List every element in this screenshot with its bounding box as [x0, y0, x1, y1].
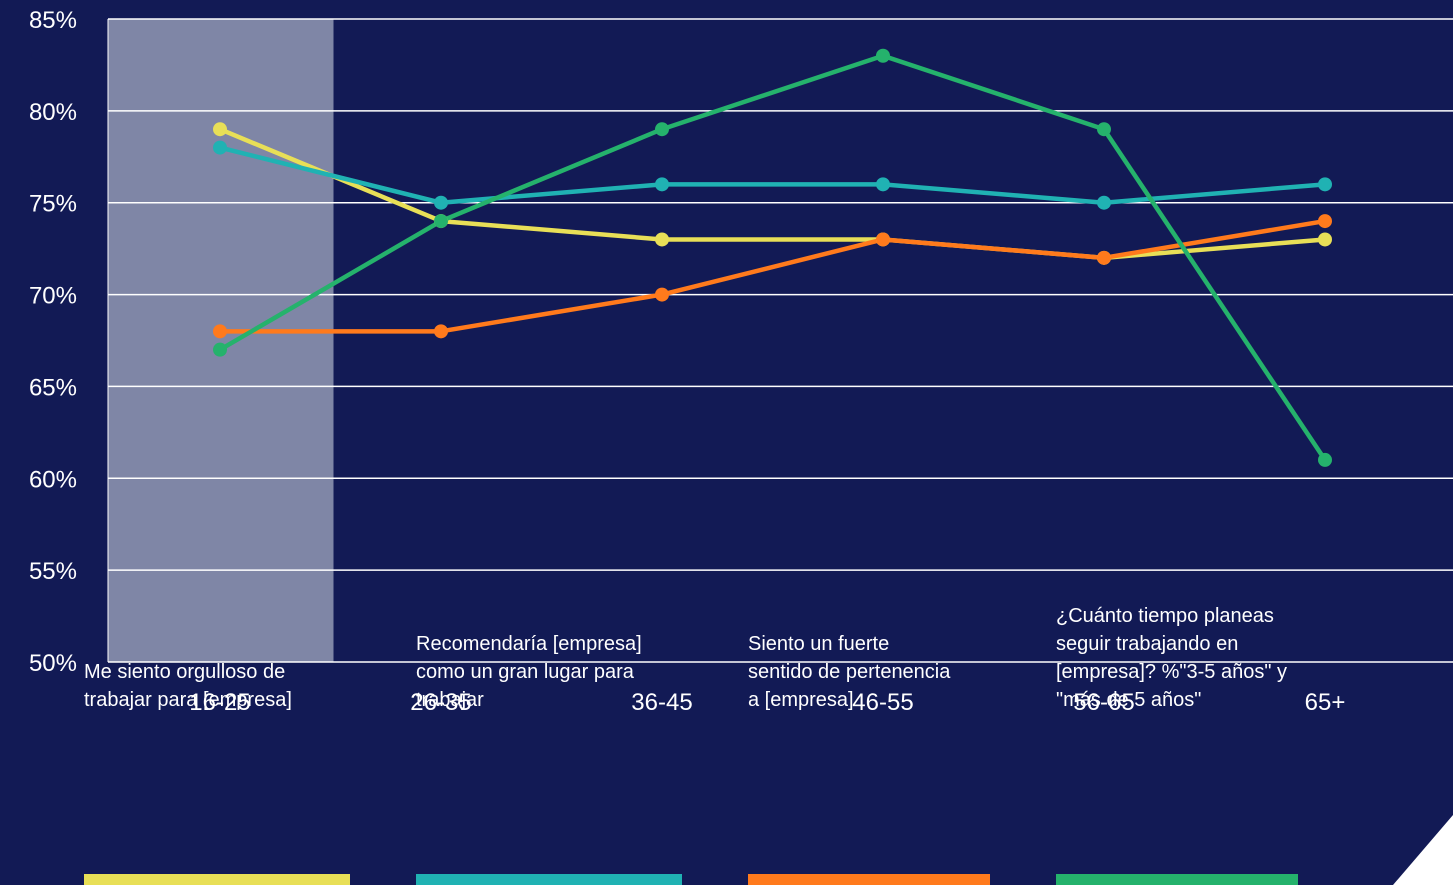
- data-point: [213, 342, 227, 357]
- x-tick-label: 65+: [1305, 689, 1346, 716]
- data-point: [655, 232, 669, 247]
- data-point: [876, 48, 890, 63]
- legend-label: Me siento orgulloso de trabajar para [em…: [84, 661, 292, 711]
- y-tick-label: 55%: [29, 558, 77, 585]
- data-point: [1318, 452, 1332, 467]
- data-point: [876, 232, 890, 247]
- data-point: [1318, 232, 1332, 247]
- series-line-1: [217, 145, 1328, 205]
- y-tick-label: 65%: [29, 374, 77, 401]
- y-tick-label: 70%: [29, 283, 77, 310]
- legend-swatch: [748, 874, 990, 885]
- series-line-2: [217, 218, 1328, 334]
- corner-decoration: [1393, 815, 1453, 885]
- highlight-band-16-25: [108, 19, 334, 662]
- data-point: [213, 122, 227, 137]
- data-point: [434, 195, 448, 210]
- data-point: [434, 214, 448, 229]
- data-point: [655, 287, 669, 302]
- data-point: [655, 177, 669, 192]
- data-point: [1097, 250, 1111, 265]
- y-tick-label: 75%: [29, 191, 77, 218]
- series-line-3: [217, 53, 1328, 463]
- data-point: [1097, 122, 1111, 137]
- x-axis: 16-25 26-35 36-45 46-55 56-65 65+: [189, 689, 1345, 716]
- series-lines: [217, 53, 1328, 463]
- legend-label: Siento un fuerte sentido de pertenencia …: [748, 633, 951, 711]
- y-tick-label: 80%: [29, 99, 77, 126]
- x-tick-label: 46-55: [852, 689, 913, 716]
- series-line-0: [217, 126, 1328, 261]
- data-point: [434, 324, 448, 339]
- data-point: [876, 177, 890, 192]
- x-tick-label: 16-25: [189, 689, 250, 716]
- y-tick-label: 50%: [29, 650, 77, 677]
- x-tick-label: 56-65: [1073, 689, 1134, 716]
- data-point: [655, 122, 669, 137]
- data-point: [1318, 177, 1332, 192]
- data-point: [213, 140, 227, 155]
- data-point: [213, 324, 227, 339]
- y-axis: 50% 55% 60% 65% 70% 75% 80% 85%: [29, 7, 109, 677]
- legend-swatch: [1056, 874, 1298, 885]
- series-points: [213, 48, 1332, 467]
- grid-lines: [108, 18, 1453, 663]
- data-point: [1318, 214, 1332, 229]
- legend-swatch: [84, 874, 350, 885]
- data-point: [1097, 195, 1111, 210]
- x-tick-label: 36-45: [631, 689, 692, 716]
- y-tick-label: 60%: [29, 466, 77, 493]
- x-tick-label: 26-35: [410, 689, 471, 716]
- y-tick-label: 85%: [29, 7, 77, 34]
- legend-swatch: [416, 874, 682, 885]
- legend-label: Recomendaría [empresa] como un gran luga…: [416, 633, 642, 711]
- legend-label: ¿Cuánto tiempo planeas seguir trabajando…: [1056, 605, 1287, 711]
